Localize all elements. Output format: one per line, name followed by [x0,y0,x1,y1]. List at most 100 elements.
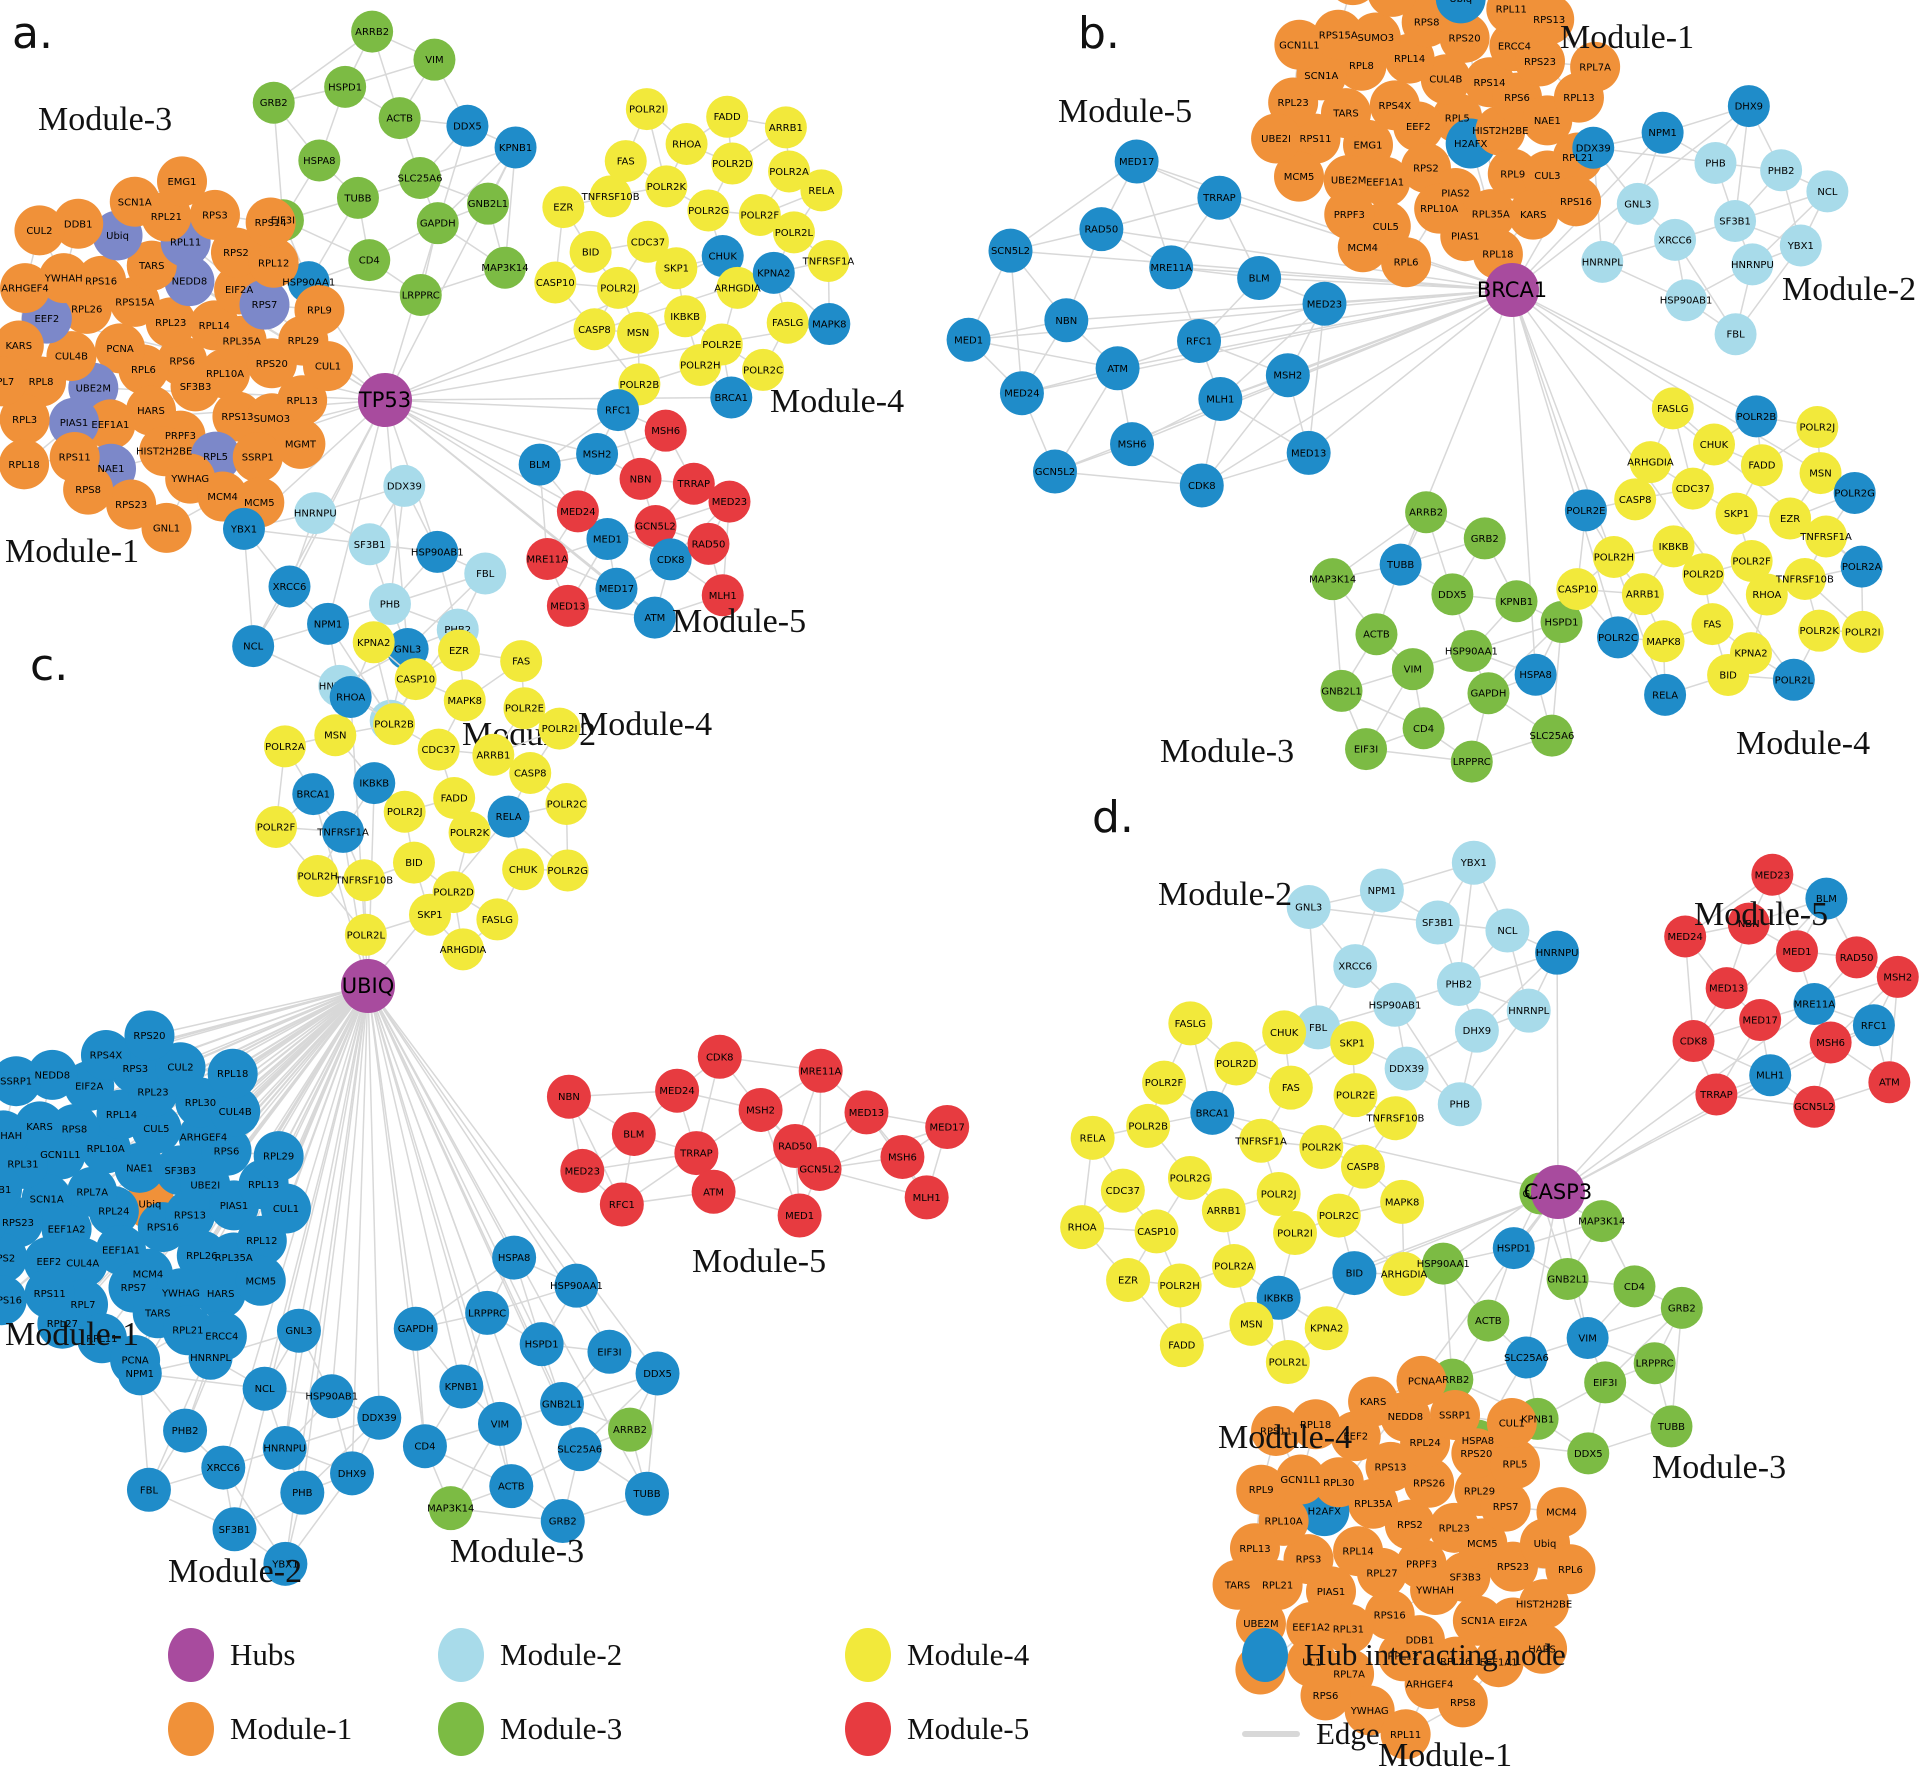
node-HNRNPU[interactable] [1731,243,1774,286]
node-RPS23[interactable] [106,479,157,530]
node-CUL1[interactable] [1486,1397,1537,1448]
node-RELA[interactable] [487,795,530,838]
node-POLR2A[interactable] [1840,545,1883,588]
node-POLR2K[interactable] [1299,1124,1344,1169]
node-EZR[interactable] [438,629,481,672]
node-KPNA2[interactable] [752,251,795,294]
node-EEF1A1[interactable] [1473,1637,1524,1688]
node-GCN5L2[interactable] [797,1146,842,1191]
node-MRE11A[interactable] [798,1048,843,1093]
node-HSP90AB1[interactable] [309,1374,354,1419]
node-RPL7A[interactable] [1570,41,1621,92]
node-BLM[interactable] [1237,255,1282,300]
node-RPL6[interactable] [1381,237,1432,288]
node-GAPDH[interactable] [393,1306,438,1351]
node-TNFRSF1A[interactable] [322,810,365,853]
node-YWHAH[interactable] [0,1110,29,1161]
node-YBX1[interactable] [1779,224,1822,267]
node-DDB1[interactable] [0,1164,23,1215]
node-POLR2J[interactable] [597,266,640,309]
node-POLR2G[interactable] [1167,1155,1212,1200]
node-ATM[interactable] [1095,346,1140,391]
node-HNRNPL[interactable] [1506,988,1551,1033]
node-DDB1[interactable] [53,198,104,249]
node-RPL18[interactable] [207,1048,258,1099]
node-NEDD8[interactable] [164,256,215,307]
node-ARHGEF4[interactable] [0,263,51,314]
node-CHUK[interactable] [701,235,744,277]
node-SF3B1[interactable] [348,523,391,566]
node-ARRB1[interactable] [1201,1188,1246,1233]
node-GNL3[interactable] [1286,884,1331,929]
node-SKP1[interactable] [408,893,451,936]
node-FADD[interactable] [1159,1323,1204,1368]
node-MED1[interactable] [1776,930,1819,973]
node-RPS4X[interactable] [80,1029,131,1080]
node-POLR2H[interactable] [1592,536,1635,579]
node-PHB2[interactable] [1760,149,1803,192]
node-CUL1[interactable] [260,1183,311,1234]
node-RPS7[interactable] [1480,1481,1531,1532]
node-IKBKB[interactable] [664,295,707,338]
node-DHX9[interactable] [1454,1008,1499,1053]
node-MLH1[interactable] [701,574,744,617]
node-KPNA2[interactable] [1304,1306,1349,1351]
node-RAD50[interactable] [687,522,730,565]
node-TRRAP[interactable] [1197,175,1242,220]
node-FASLG[interactable] [1651,387,1694,430]
node-TNFRSF1A[interactable] [1805,515,1848,558]
node-FASLG[interactable] [1168,1001,1213,1046]
node-MAPK8[interactable] [1642,620,1685,663]
node-EEF1A1[interactable] [1360,156,1411,207]
node-RFC1[interactable] [1177,319,1222,363]
node-SCN1A[interactable] [109,176,160,227]
node-POLR2H[interactable] [296,854,339,897]
node-BID[interactable] [1332,1251,1377,1296]
node-RPS6[interactable] [1300,1670,1351,1721]
node-CASP10[interactable] [1556,568,1599,611]
node-POLR2B[interactable] [1735,395,1778,438]
node-FAS[interactable] [604,140,647,183]
node-RPL31[interactable] [1323,1603,1374,1654]
node-KPNB1[interactable] [494,126,537,169]
node-KARS[interactable] [0,320,44,371]
node-KPNB1[interactable] [1495,580,1538,623]
node-MLH1[interactable] [1198,377,1243,422]
node-RELA[interactable] [1644,673,1687,716]
node-POLR2K[interactable] [645,165,688,208]
node-EZR[interactable] [1769,497,1812,540]
node-TUBB[interactable] [624,1471,669,1516]
node-MSH6[interactable] [880,1134,925,1179]
node-MCM4[interactable] [197,471,248,522]
node-MSH6[interactable] [1110,422,1155,467]
node-FBL[interactable] [1714,313,1757,356]
node-GCN5L2[interactable] [1033,449,1078,494]
node-MRE11A[interactable] [1149,245,1194,290]
node-DDX5[interactable] [635,1351,680,1396]
node-ARRB1[interactable] [1621,573,1664,616]
node-FASLG[interactable] [766,301,809,344]
node-ATM[interactable] [633,596,676,639]
node-ARRB1[interactable] [472,733,515,776]
node-RHOA[interactable] [1060,1205,1105,1250]
node-RPS11[interactable] [1290,113,1341,164]
node-SLC25A6[interactable] [1530,714,1573,757]
node-MSN[interactable] [617,311,660,354]
node-HSPD1[interactable] [1540,600,1583,643]
node-HSP90AB1[interactable] [1373,982,1418,1027]
node-BLM[interactable] [1805,877,1848,920]
node-DDX5[interactable] [1567,1432,1610,1475]
node-POLR2D[interactable] [1682,553,1725,596]
node-HSP90AA1[interactable] [554,1263,599,1308]
node-RPL11[interactable] [1380,1709,1431,1760]
node-MED23[interactable] [560,1148,605,1193]
node-POLR2H[interactable] [679,344,722,387]
node-BLM[interactable] [611,1111,656,1156]
hub-node-CASP3[interactable] [1531,1165,1585,1219]
node-POLR2C[interactable] [742,348,785,391]
node-XRCC6[interactable] [201,1445,246,1490]
node-EEF1A2[interactable] [1286,1601,1337,1652]
node-YBX1[interactable] [1451,840,1496,885]
node-GCN5L2[interactable] [634,505,677,547]
node-MED23[interactable] [1751,853,1794,896]
